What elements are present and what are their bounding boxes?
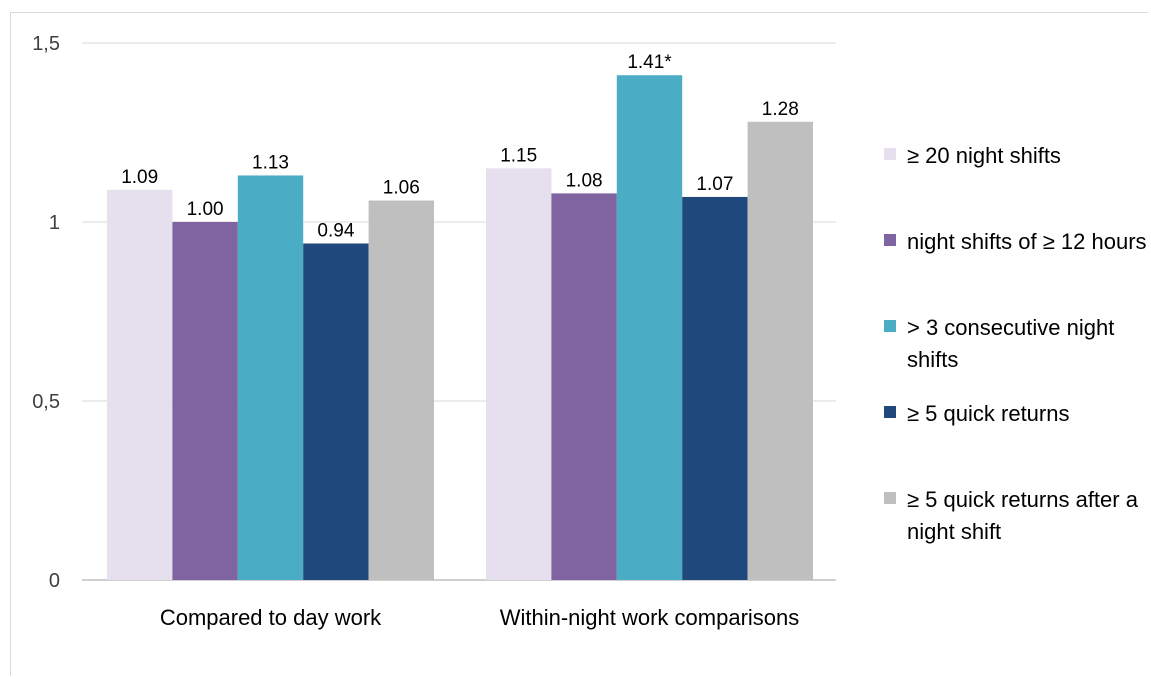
x-category-label: Compared to day work [160, 605, 382, 630]
legend-swatch [884, 406, 896, 418]
data-label: 1.07 [696, 174, 733, 195]
legend-label: night shifts of ≥ 12 hours [907, 229, 1147, 254]
legend-item: ≥ 20 night shifts [884, 140, 1147, 172]
legend-swatch [884, 148, 896, 160]
data-label: 0.94 [317, 220, 354, 241]
legend-swatch [884, 492, 896, 504]
legend-item: night shifts of ≥ 12 hours [884, 226, 1147, 258]
legend-label: ≥ 5 quick returns after a night shift [907, 487, 1138, 544]
bar [616, 75, 683, 580]
bar [368, 200, 434, 580]
data-label: 1.15 [500, 145, 537, 166]
x-axis: Compared to day work Within-night work co… [160, 605, 799, 630]
bar [303, 243, 369, 581]
bar [172, 222, 238, 580]
bar [107, 189, 173, 580]
legend-item: > 3 consecutive night shifts [884, 312, 1147, 376]
bar [237, 175, 304, 580]
bars [107, 75, 813, 581]
data-label: 1.41* [627, 52, 672, 73]
x-category-label: Within-night work comparisons [500, 605, 800, 630]
data-label: 1.28 [762, 99, 799, 120]
y-tick-label: 1,5 [32, 33, 60, 55]
bar [486, 168, 552, 581]
y-axis-ticks: 0 0,5 1 1,5 [32, 33, 60, 592]
legend-swatch [884, 234, 896, 246]
data-labels: 1.09 1.00 1.13 0.94 1.06 1.15 1.08 1.41* 1.07 1.2… [121, 52, 799, 241]
legend-label: > 3 consecutive night shifts [907, 315, 1115, 372]
bar [747, 121, 813, 580]
data-label: 1.06 [383, 178, 420, 199]
legend-swatch [884, 320, 896, 332]
y-tick-label: 0,5 [32, 391, 60, 413]
legend-label: ≥ 20 night shifts [907, 143, 1061, 168]
data-label: 1.08 [566, 170, 603, 191]
data-label: 1.00 [187, 199, 224, 220]
bar [682, 196, 748, 580]
legend-item: ≥ 5 quick returns [884, 398, 1147, 430]
data-label: 1.09 [121, 167, 158, 188]
legend-item: ≥ 5 quick returns after a night shift [884, 484, 1147, 548]
data-label: 1.13 [252, 152, 289, 173]
legend-label: ≥ 5 quick returns [907, 401, 1070, 426]
y-tick-label: 1 [49, 212, 60, 234]
bar [551, 193, 617, 581]
chart-frame [10, 12, 1148, 676]
y-tick-label: 0 [49, 570, 60, 592]
